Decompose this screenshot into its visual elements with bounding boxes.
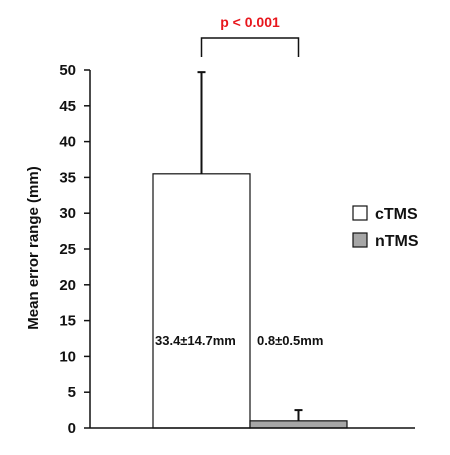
y-tick-label: 35 xyxy=(59,169,76,186)
y-tick-label: 0 xyxy=(68,420,76,437)
significance-bracket: p < 0.001 xyxy=(200,14,300,57)
legend-label-ntms: nTMS xyxy=(375,233,419,250)
y-tick-label: 15 xyxy=(59,313,76,330)
bars xyxy=(152,173,348,429)
error-bars xyxy=(197,71,303,421)
y-tick-label: 40 xyxy=(59,134,76,151)
y-axis-ticks: 0 5 10 15 20 25 30 35 40 45 50 xyxy=(59,62,90,437)
y-tick-label: 20 xyxy=(59,277,76,294)
bar-value-labels: 33.4±14.7mm 0.8±0.5mm xyxy=(155,333,323,348)
y-tick-label: 5 xyxy=(68,384,76,401)
y-tick-label: 45 xyxy=(59,98,76,115)
y-tick-label: 30 xyxy=(59,205,76,222)
legend: cTMS nTMS xyxy=(352,205,419,250)
legend-swatch-ctms xyxy=(352,205,368,221)
value-label-ntms: 0.8±0.5mm xyxy=(257,333,323,348)
y-axis-title: Mean error range (mm) xyxy=(25,166,42,329)
legend-swatch-ntms xyxy=(352,232,368,248)
bar-ntms xyxy=(249,420,348,429)
bar-ctms xyxy=(152,173,251,429)
value-label-ctms: 33.4±14.7mm xyxy=(155,333,236,348)
legend-label-ctms: cTMS xyxy=(375,206,418,223)
significance-label: p < 0.001 xyxy=(220,14,280,30)
y-tick-label: 50 xyxy=(59,62,76,79)
y-tick-label: 25 xyxy=(59,241,76,258)
y-tick-label: 10 xyxy=(59,348,76,365)
significance-bracket-line xyxy=(200,37,300,57)
